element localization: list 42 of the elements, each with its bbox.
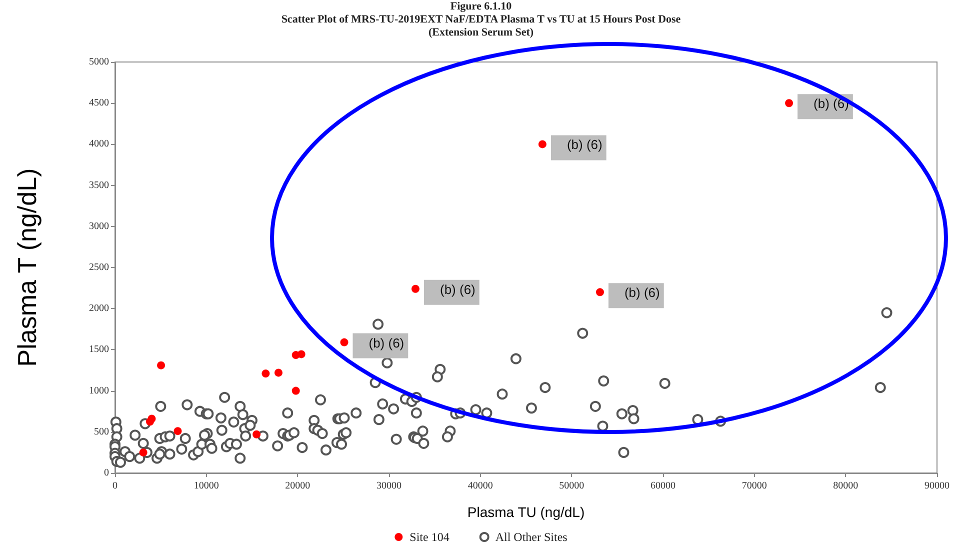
x-tick-label: 20000: [285, 480, 310, 492]
y-tick-label: 3500: [89, 180, 109, 191]
y-tick-label: 5000: [89, 56, 109, 68]
legend-label: All Other Sites: [495, 530, 568, 544]
x-tick-label: 80000: [833, 480, 858, 492]
x-tick-label: 50000: [559, 480, 584, 492]
legend-label: Site 104: [410, 530, 450, 544]
point: [785, 99, 794, 108]
y-tick-label: 0: [104, 468, 109, 478]
point: [262, 370, 270, 378]
x-tick-label: 70000: [742, 480, 767, 492]
x-tick-label: 60000: [650, 480, 676, 492]
point: [596, 288, 604, 296]
x-tick-label: 0: [112, 480, 118, 492]
annotation: (b) (6): [566, 137, 602, 152]
y-tick-label: 2000: [89, 303, 109, 314]
x-tick-label: 10000: [194, 480, 219, 492]
chart-title: Figure 6.1.10: [450, 0, 512, 12]
annotation: (b) (6): [624, 285, 660, 300]
point: [538, 140, 546, 148]
point: [411, 284, 420, 293]
y-tick-label: 4000: [89, 138, 109, 150]
point: [297, 350, 306, 358]
y-tick-label: 500: [94, 426, 109, 438]
y-tick-label: 3000: [89, 220, 109, 232]
point: [292, 386, 300, 395]
annotation: (b) (6): [368, 335, 404, 350]
y-tick-label: 1000: [89, 385, 109, 396]
x-tick-label: 40000: [468, 480, 493, 492]
annotation: (b) (6): [440, 282, 476, 297]
point: [274, 368, 282, 377]
point: [157, 361, 166, 370]
x-tick-label: 30000: [376, 480, 402, 492]
y-tick-label: 1500: [89, 344, 109, 356]
y-axis-title: Plasma T (ng/dL): [12, 168, 42, 367]
point: [174, 427, 182, 436]
y-tick-label: 2500: [89, 262, 109, 273]
point: [340, 338, 348, 346]
x-tick-label: 90000: [924, 480, 950, 492]
chart-subtitle: Scatter Plot of MRS-TU-2019EXT NaF/EDTA Plasma T vs TU at 15 Hours Post Dose (Extension Serum Set): [281, 14, 681, 38]
x-axis-title: Plasma TU (ng/dL): [467, 504, 585, 520]
y-tick-label: 4500: [89, 98, 109, 109]
